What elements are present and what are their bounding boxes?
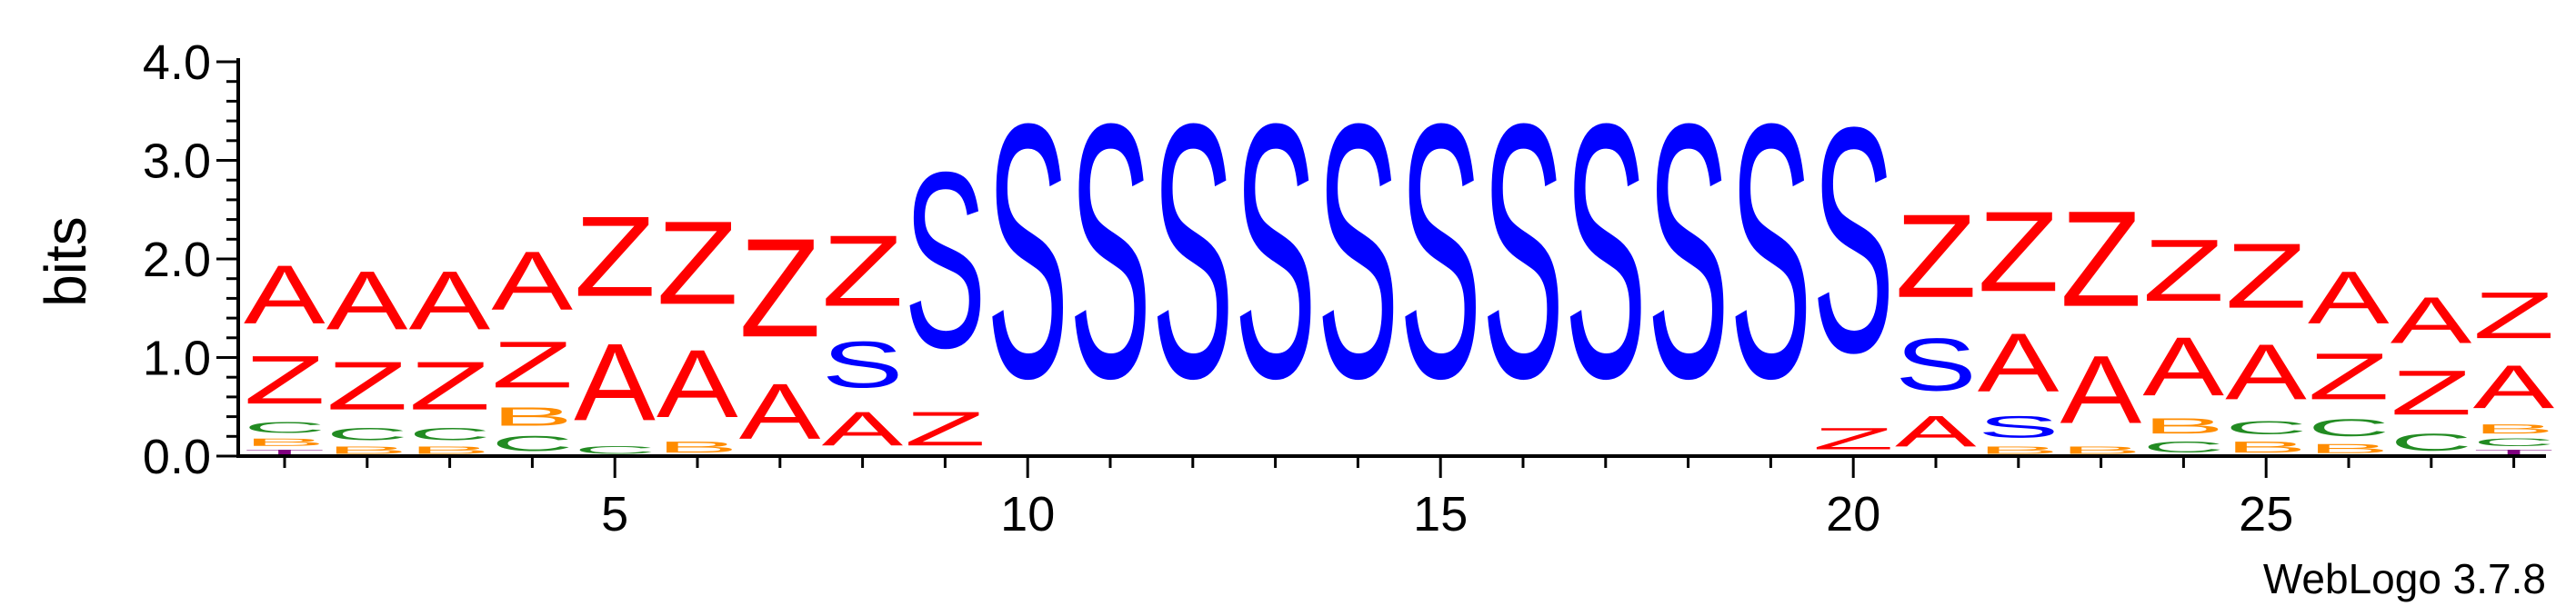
logo-glyph-z: Z <box>2060 182 2142 335</box>
logo-glyph-b: B <box>244 436 326 448</box>
logo-glyph-z: Z <box>2308 340 2390 413</box>
logo-glyph-a: A <box>326 254 408 347</box>
logo-glyph-b: B <box>2060 444 2142 456</box>
logo-glyph-z: Z <box>904 402 986 456</box>
logo-glyph-b: B <box>2142 413 2224 438</box>
logo-glyph-z: Z <box>1812 422 1894 456</box>
logo-glyph-a: A <box>1978 316 2060 409</box>
logo-glyph-z: Z <box>657 196 738 329</box>
logo-glyph-c: C <box>2225 416 2307 438</box>
logo-glyph-a: A <box>822 402 904 456</box>
logo-glyph-s: S <box>822 328 904 402</box>
logo-glyph-c: C <box>2391 429 2472 456</box>
logo-glyph-a: A <box>574 321 656 443</box>
logo-glyph-a: A <box>2060 335 2142 444</box>
logo-glyph-c: C <box>326 424 408 444</box>
logo-glyph-b: B <box>409 444 491 456</box>
logo-glyph-z: Z <box>409 347 491 424</box>
logo-glyph-z: Z <box>2473 278 2555 352</box>
logo-glyph-a: A <box>244 249 326 342</box>
logo-glyph-b: B <box>2473 422 2555 436</box>
logo-glyph-c: C <box>491 432 573 456</box>
logo-glyph-z: Z <box>491 328 573 402</box>
y-tick-label: 0.0 <box>143 430 211 484</box>
logo-glyph-b: B <box>1978 444 2060 456</box>
weblogo-credit: WebLogo 3.7.8 <box>2263 555 2546 602</box>
logo-glyph-t: T <box>244 448 326 456</box>
logo-glyph-z: Z <box>2225 224 2307 327</box>
logo-glyph-s: S <box>1482 49 1564 454</box>
logo-glyph-b: B <box>2225 439 2307 456</box>
logo-glyph-z: Z <box>1895 189 1977 322</box>
logo-glyph-z: Z <box>326 347 408 424</box>
logo-glyph-b: B <box>657 439 738 456</box>
logo-glyph-s: S <box>904 121 986 402</box>
logo-glyph-s: S <box>1152 49 1234 454</box>
y-tick-label: 2.0 <box>143 233 211 287</box>
logo-glyph-s: S <box>1235 49 1317 454</box>
logo-glyph-z: Z <box>2391 358 2472 428</box>
logo-glyph-s: S <box>1895 323 1977 406</box>
logo-glyph-c: C <box>2473 436 2555 448</box>
logo-glyph-c: C <box>244 419 326 437</box>
logo-glyph-z: Z <box>244 342 326 419</box>
logo-glyph-b: B <box>491 402 573 431</box>
logo-glyph-b: B <box>326 444 408 456</box>
logo-glyph-s: S <box>1069 49 1151 454</box>
logo-glyph-s: S <box>1399 49 1481 454</box>
logo-glyph-a: A <box>1895 407 1977 456</box>
logo-glyph-z: Z <box>2142 222 2224 320</box>
y-tick-label: 1.0 <box>143 332 211 386</box>
logo-glyph-a: A <box>2473 353 2555 422</box>
axis-layer: 0.0 1.0 2.0 3.0 4.0 5 10 15 20 25 <box>143 35 2546 541</box>
logo-glyph-z: Z <box>739 210 821 367</box>
x-tick-label: 15 <box>1413 487 1468 541</box>
logo-glyph-a: A <box>739 367 821 456</box>
x-tick-label: 25 <box>2239 487 2293 541</box>
logo-glyph-a: A <box>491 234 573 327</box>
logo-glyph-a: A <box>2142 321 2224 413</box>
x-tick-label: 20 <box>1826 487 1880 541</box>
logo-glyph-a: A <box>409 254 491 347</box>
logo-glyph-s: S <box>987 49 1068 454</box>
logo-glyph-s: S <box>1729 49 1811 454</box>
logo-glyph-s: S <box>1565 49 1647 454</box>
logo-glyph-c: C <box>2142 438 2224 456</box>
logo-glyph-z: Z <box>574 194 656 322</box>
logo-glyph-a: A <box>2308 255 2390 339</box>
y-tick-label: 4.0 <box>143 35 211 90</box>
logo-glyph-z: Z <box>1978 188 2060 316</box>
logo-glyph-b: B <box>2308 442 2390 456</box>
x-tick-label: 10 <box>1000 487 1055 541</box>
x-tick-label: 5 <box>601 487 628 541</box>
logo-glyph-s: S <box>1812 60 1894 419</box>
logo-glyph-c: C <box>2308 413 2390 441</box>
logo-glyph-a: A <box>2225 327 2307 416</box>
y-tick-label: 3.0 <box>143 134 211 189</box>
logo-glyph-s: S <box>1978 410 2060 444</box>
logo-glyph-a: A <box>2391 283 2472 357</box>
y-axis-label: bits <box>33 216 98 307</box>
logo-glyph-z: Z <box>822 214 904 328</box>
logo-glyph-c: C <box>574 444 656 456</box>
logo-glyph-s: S <box>1317 49 1398 454</box>
logo-glyph-a: A <box>657 329 738 438</box>
logo-glyph-t: T <box>2473 448 2555 456</box>
logo-glyph-s: S <box>1648 49 1729 454</box>
logo-glyph-c: C <box>409 424 491 444</box>
